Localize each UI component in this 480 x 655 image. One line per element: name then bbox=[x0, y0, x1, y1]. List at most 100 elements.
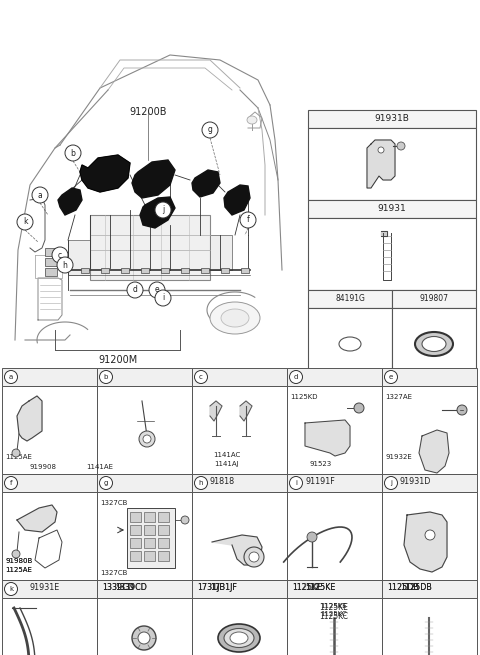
Bar bbox=[97, 368, 192, 386]
Polygon shape bbox=[192, 170, 220, 197]
Ellipse shape bbox=[221, 309, 249, 327]
Text: 1125DB: 1125DB bbox=[387, 583, 419, 592]
Text: 1327CB: 1327CB bbox=[100, 570, 127, 576]
Bar bbox=[382, 580, 477, 598]
Text: 91931: 91931 bbox=[378, 204, 407, 213]
Text: 1731JF: 1731JF bbox=[197, 583, 224, 592]
Bar bbox=[382, 580, 477, 598]
Ellipse shape bbox=[339, 337, 361, 351]
Circle shape bbox=[378, 147, 384, 153]
Circle shape bbox=[127, 282, 143, 298]
Bar bbox=[2, 580, 97, 598]
Text: 1125KE: 1125KE bbox=[292, 583, 323, 592]
Text: d: d bbox=[132, 286, 137, 295]
Bar bbox=[97, 580, 192, 598]
Bar bbox=[382, 492, 477, 580]
Polygon shape bbox=[404, 512, 447, 572]
Text: 91931B: 91931B bbox=[374, 114, 409, 123]
Text: 1125AE: 1125AE bbox=[5, 567, 32, 573]
Circle shape bbox=[155, 290, 171, 306]
Circle shape bbox=[138, 632, 150, 644]
Bar bbox=[308, 290, 392, 308]
Text: 1125KE: 1125KE bbox=[305, 583, 336, 592]
Circle shape bbox=[181, 516, 189, 524]
Text: i: i bbox=[295, 480, 297, 486]
Bar bbox=[308, 200, 476, 218]
Text: 91818: 91818 bbox=[210, 477, 235, 486]
Text: k: k bbox=[23, 217, 27, 227]
Bar bbox=[90, 215, 210, 280]
Ellipse shape bbox=[422, 337, 446, 352]
Bar bbox=[287, 580, 382, 598]
Circle shape bbox=[425, 530, 435, 540]
Bar bbox=[241, 268, 249, 273]
Text: 1327AE: 1327AE bbox=[385, 394, 412, 400]
Circle shape bbox=[99, 371, 112, 383]
Circle shape bbox=[384, 476, 397, 489]
Bar bbox=[45, 258, 57, 266]
Bar bbox=[308, 110, 476, 128]
Text: 1731JF: 1731JF bbox=[210, 583, 237, 592]
Circle shape bbox=[57, 257, 73, 273]
Polygon shape bbox=[80, 155, 130, 192]
Bar bbox=[192, 474, 287, 492]
Text: 84191G: 84191G bbox=[335, 294, 365, 303]
Text: 1125KE: 1125KE bbox=[292, 583, 321, 592]
Text: d: d bbox=[294, 374, 298, 380]
Text: 91523: 91523 bbox=[310, 461, 332, 467]
Bar bbox=[121, 268, 129, 273]
Bar bbox=[287, 598, 382, 655]
Bar bbox=[287, 368, 382, 386]
Text: 91200B: 91200B bbox=[129, 107, 167, 117]
Bar bbox=[158, 525, 169, 535]
Polygon shape bbox=[212, 535, 262, 565]
Text: j: j bbox=[162, 206, 164, 214]
Bar bbox=[192, 368, 287, 386]
Text: 91931E: 91931E bbox=[29, 583, 59, 592]
Text: g: g bbox=[207, 126, 213, 134]
Text: 1125KC: 1125KC bbox=[320, 612, 348, 621]
Bar bbox=[161, 268, 169, 273]
Polygon shape bbox=[381, 231, 387, 236]
Bar bbox=[192, 492, 287, 580]
Bar bbox=[2, 474, 97, 492]
Polygon shape bbox=[17, 505, 57, 532]
Circle shape bbox=[384, 371, 397, 383]
Bar bbox=[97, 598, 192, 655]
Polygon shape bbox=[58, 188, 82, 215]
Bar bbox=[130, 551, 141, 561]
Polygon shape bbox=[132, 160, 175, 198]
Ellipse shape bbox=[218, 624, 260, 652]
Text: b: b bbox=[71, 149, 75, 157]
Bar bbox=[192, 580, 287, 598]
Text: 91931D: 91931D bbox=[400, 477, 432, 486]
Text: k: k bbox=[9, 586, 13, 592]
Circle shape bbox=[12, 449, 20, 457]
Text: 1125KE: 1125KE bbox=[305, 583, 336, 592]
Circle shape bbox=[155, 202, 171, 218]
Circle shape bbox=[289, 371, 302, 383]
Text: a: a bbox=[37, 191, 42, 200]
Text: 1141AE: 1141AE bbox=[86, 464, 113, 470]
Circle shape bbox=[240, 212, 256, 228]
Bar bbox=[181, 268, 189, 273]
Text: a: a bbox=[9, 374, 13, 380]
Bar bbox=[97, 386, 192, 474]
Bar bbox=[68, 240, 90, 275]
Text: j: j bbox=[390, 480, 392, 486]
Bar bbox=[158, 538, 169, 548]
Polygon shape bbox=[210, 401, 222, 421]
Circle shape bbox=[354, 403, 364, 413]
Text: 919908: 919908 bbox=[30, 464, 57, 470]
Bar bbox=[192, 580, 287, 598]
Bar bbox=[130, 525, 141, 535]
Bar bbox=[2, 492, 97, 580]
Ellipse shape bbox=[224, 629, 254, 648]
Bar bbox=[130, 512, 141, 522]
Circle shape bbox=[202, 122, 218, 138]
Circle shape bbox=[397, 142, 405, 150]
Bar bbox=[201, 268, 209, 273]
Text: c: c bbox=[199, 374, 203, 380]
Circle shape bbox=[143, 435, 151, 443]
Circle shape bbox=[4, 582, 17, 595]
